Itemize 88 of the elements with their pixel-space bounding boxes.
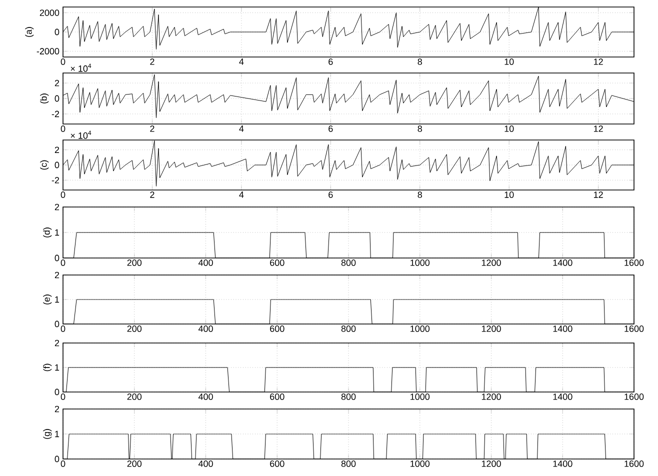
x-tick-label: 0 xyxy=(60,126,66,132)
x-tick-label: 8 xyxy=(418,126,422,132)
x-tick-label: 1400 xyxy=(553,260,572,266)
text: × 10$^{4}$ xyxy=(70,64,92,72)
y-tick-label: 1 xyxy=(55,296,60,303)
y-axis-title: (b) xyxy=(40,94,49,104)
y-axis-title: (a) xyxy=(25,27,34,37)
x-tick-label: 1200 xyxy=(482,260,501,266)
y-tick-label: 0 xyxy=(54,28,60,36)
y-tick-label: 2 xyxy=(54,80,60,86)
x-tick-label: 600 xyxy=(270,460,284,467)
x-tick-label: 400 xyxy=(198,460,213,467)
x-tick-label: 200 xyxy=(127,460,142,467)
y-tick-label: 2 xyxy=(54,272,60,278)
y-tick-label: 2 xyxy=(54,146,60,153)
x-tick-label: 10 xyxy=(504,58,514,65)
x-tick-label: 1200 xyxy=(482,326,501,332)
x-tick-label: 0 xyxy=(60,326,66,332)
x-tick-label: 12 xyxy=(594,126,603,132)
x-tick-label: 6 xyxy=(328,58,333,65)
x-tick-label: 1600 xyxy=(624,260,644,266)
x-tick-label: 1400 xyxy=(553,394,572,400)
x-tick-label: 2 xyxy=(150,192,154,198)
x-tick-label: 2 xyxy=(150,126,154,132)
x-tick-label: 200 xyxy=(127,394,142,400)
y-tick-label: -2 xyxy=(52,177,60,184)
x-tick-label: 600 xyxy=(270,394,284,400)
y-tick-label: -2 xyxy=(52,110,60,118)
x-tick-label: 1600 xyxy=(624,460,644,467)
x-tick-label: 800 xyxy=(341,260,356,266)
x-tick-label: 0 xyxy=(60,192,66,198)
x-tick-label: 600 xyxy=(270,326,284,332)
x-tick-label: 1000 xyxy=(410,260,430,266)
x-tick-label: 12 xyxy=(594,58,603,65)
x-tick-label: 10 xyxy=(504,192,514,198)
x-tick-label: 6 xyxy=(328,126,333,132)
y-tick-label: 2 xyxy=(54,340,60,346)
y-tick-label: 0 xyxy=(54,162,60,168)
x-tick-label: 6 xyxy=(328,192,333,198)
text: × 10$^{4}$ xyxy=(70,130,92,139)
x-tick-label: 400 xyxy=(198,394,213,400)
x-tick-label: 200 xyxy=(127,326,142,332)
y-tick-label: 1 xyxy=(55,229,60,236)
x-tick-label: 0 xyxy=(60,58,66,65)
y-tick-label: -2000 xyxy=(36,48,60,54)
y-tick-label: 0 xyxy=(54,320,60,328)
y-tick-label: 0 xyxy=(54,254,60,262)
y-tick-label: 2 xyxy=(54,204,60,210)
x-tick-label: 800 xyxy=(341,460,356,467)
x-tick-label: 800 xyxy=(341,394,356,400)
y-axis-title: (c) xyxy=(40,160,49,170)
x-tick-label: 0 xyxy=(60,460,66,467)
x-tick-label: 1000 xyxy=(410,394,430,400)
x-tick-label: 800 xyxy=(341,326,356,332)
y-axis-title: (f) xyxy=(43,364,52,372)
y-tick-label: 0 xyxy=(54,388,60,396)
x-tick-label: 400 xyxy=(198,326,213,332)
x-tick-label: 1200 xyxy=(482,460,501,467)
x-tick-label: 1200 xyxy=(482,394,501,400)
x-tick-label: 8 xyxy=(418,192,422,198)
x-tick-label: 400 xyxy=(198,260,213,266)
x-tick-label: 1000 xyxy=(410,460,430,467)
line-series xyxy=(63,140,634,186)
y-tick-label: 1 xyxy=(55,364,60,371)
y-tick-label: 0 xyxy=(54,95,60,102)
y-tick-label: 2000 xyxy=(40,10,60,16)
x-tick-label: 2 xyxy=(150,58,154,65)
x-tick-label: 1400 xyxy=(553,460,572,467)
x-tick-label: 0 xyxy=(60,394,66,400)
x-tick-label: 200 xyxy=(127,260,142,266)
y-tick-label: 0 xyxy=(54,456,60,462)
y-tick-label: 2 xyxy=(54,406,60,412)
x-tick-label: 4 xyxy=(239,192,244,198)
y-tick-label: 1 xyxy=(55,430,60,438)
x-tick-label: 0 xyxy=(60,260,66,266)
x-tick-label: 600 xyxy=(270,260,284,266)
x-tick-label: 8 xyxy=(418,58,422,65)
x-tick-label: 12 xyxy=(594,192,603,198)
x-tick-label: 10 xyxy=(504,126,514,132)
x-tick-label: 1600 xyxy=(624,394,644,400)
x-tick-label: 4 xyxy=(239,126,244,132)
y-axis-title: (g) xyxy=(43,429,52,439)
x-tick-label: 4 xyxy=(239,58,244,65)
x-tick-label: 1600 xyxy=(624,326,644,332)
x-tick-label: 1400 xyxy=(553,326,572,332)
x-tick-label: 1000 xyxy=(410,326,430,332)
y-axis-title: (d) xyxy=(43,228,52,238)
y-axis-title: (e) xyxy=(43,294,52,304)
